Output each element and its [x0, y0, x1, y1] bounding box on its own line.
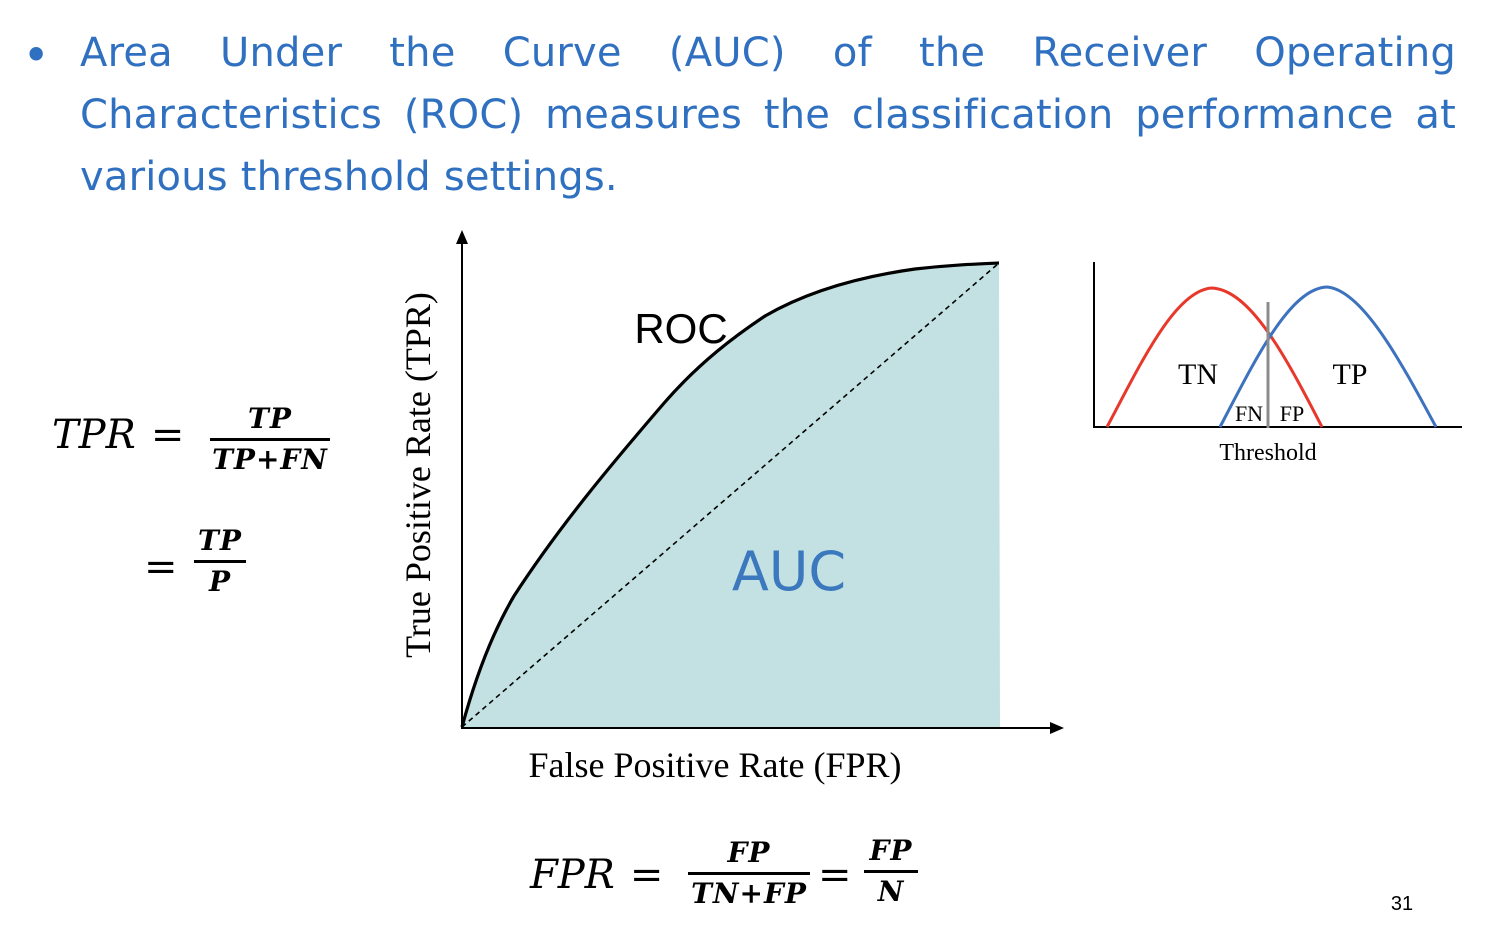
bullet-text: Area Under the Curve (AUC) of the Receiv… [80, 30, 1456, 200]
fpr-numerator: FP [727, 836, 771, 869]
fp-label: FP [1280, 401, 1304, 426]
tpr-formula-second: = [144, 544, 178, 590]
positive-class-curve [1218, 285, 1438, 428]
y-axis-label: True Positive Rate (TPR) [398, 292, 438, 658]
bullet-dot: • [24, 33, 49, 77]
tpr-denominator-second: P [208, 565, 232, 598]
fpr-equals-second: = [818, 852, 852, 898]
tpr-formula: TPR = [52, 412, 184, 458]
tpr-fraction-bar-second [194, 560, 246, 563]
fpr-fraction-bar-second [864, 870, 918, 873]
tpr-fraction-second: TP P [194, 524, 246, 599]
fn-label: FN [1235, 401, 1263, 426]
fpr-fraction-second: FP N [864, 834, 918, 909]
x-axis-arrowhead [1050, 722, 1064, 734]
fpr-fraction-bar [688, 872, 810, 875]
roc-curve-label: ROC [634, 305, 727, 352]
y-axis-arrowhead [456, 230, 468, 244]
tpr-denominator: TP+FN [212, 443, 328, 476]
tpr-lhs: TPR [52, 412, 136, 458]
random-guess-diagonal [461, 262, 1000, 728]
fpr-numerator-second: FP [869, 834, 913, 867]
tpr-numerator: TP [248, 402, 292, 435]
fpr-formula-second: = [818, 852, 852, 898]
roc-curve [460, 261, 1000, 728]
x-axis-label: False Positive Rate (FPR) [528, 745, 901, 785]
fpr-lhs: FPR [530, 852, 615, 898]
tn-label: TN [1178, 358, 1218, 391]
fpr-fraction: FP TN+FP [688, 836, 810, 911]
tpr-fraction: TP TP+FN [210, 402, 330, 477]
tpr-equals: = [150, 412, 185, 458]
auc-area-label: AUC [732, 540, 846, 603]
negative-class-curve [1105, 286, 1324, 428]
tpr-equals-second: = [144, 544, 178, 590]
fpr-formula: FPR = [530, 852, 663, 898]
threshold-label: Threshold [1219, 440, 1316, 466]
fpr-denominator: TN+FP [691, 877, 807, 910]
tpr-numerator-second: TP [198, 524, 242, 557]
tp-label: TP [1332, 358, 1367, 391]
page-number: 31 [1390, 893, 1414, 915]
tpr-fraction-bar [210, 438, 330, 441]
fpr-denominator-second: N [877, 875, 905, 908]
fpr-equals: = [629, 852, 664, 898]
